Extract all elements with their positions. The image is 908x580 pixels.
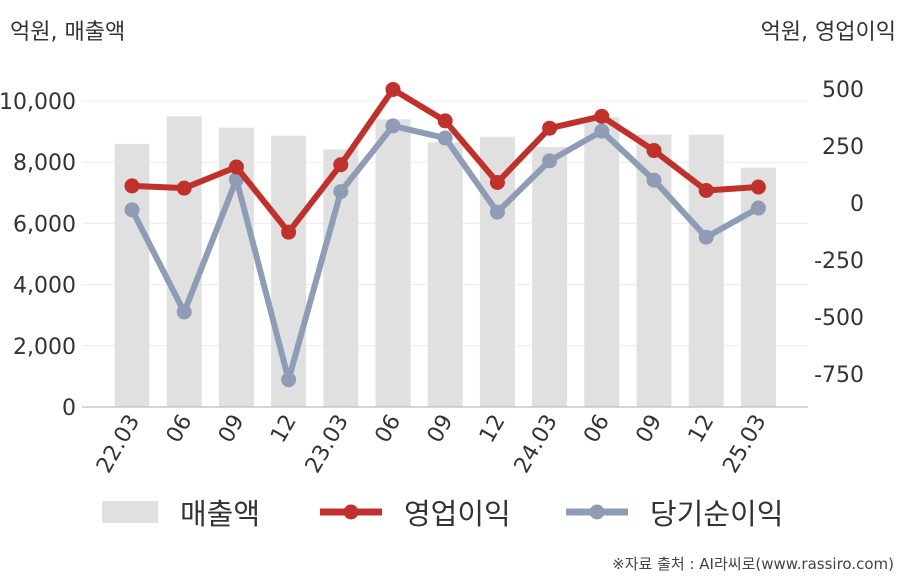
x-tick-label-12: 25.03	[718, 411, 771, 478]
x-tick-label-7: 12	[475, 411, 511, 448]
left-tick-label-2: 4,000	[13, 274, 76, 299]
right-tick-label-4: -500	[814, 306, 864, 331]
left-tick-label-5: 10,000	[0, 90, 76, 115]
point-operating-profit-10	[646, 143, 662, 159]
point-net-income-5	[385, 118, 401, 134]
x-tick-label-9: 06	[579, 411, 615, 448]
left-tick-label-4: 8,000	[13, 151, 76, 176]
point-net-income-7	[489, 204, 505, 220]
point-net-income-6	[437, 130, 453, 146]
point-net-income-0	[124, 202, 140, 218]
right-tick-label-0: 500	[822, 78, 864, 103]
bar-sales-5	[375, 119, 411, 408]
point-operating-profit-5	[385, 81, 401, 97]
point-net-income-9	[594, 123, 610, 139]
point-operating-profit-1	[176, 180, 192, 196]
right-tick-label-3: -250	[814, 249, 864, 274]
right-tick-label-5: -750	[814, 363, 864, 388]
bar-sales-6	[427, 142, 463, 407]
legend-swatch-sales-bar	[102, 501, 158, 523]
point-operating-profit-6	[437, 113, 453, 129]
x-tick-label-3: 12	[266, 411, 302, 448]
legend-item-operating-profit: 영업이익	[320, 492, 511, 532]
point-operating-profit-12	[750, 179, 766, 195]
bar-sales-9	[584, 117, 620, 407]
point-operating-profit-8	[542, 120, 558, 136]
x-tick-label-6: 09	[423, 411, 459, 448]
source-note: ※자료 출처 : AI라씨로(www.rassiro.com)	[612, 555, 894, 573]
x-tick-label-4: 23.03	[301, 411, 354, 478]
legend-swatch-net-income-line	[566, 504, 628, 520]
right-tick-label-2: 0	[850, 192, 864, 217]
legend-label-operating-profit: 영업이익	[404, 497, 511, 531]
point-operating-profit-11	[698, 182, 714, 198]
x-tick-label-8: 24.03	[510, 411, 563, 478]
point-net-income-11	[698, 229, 714, 245]
point-operating-profit-7	[489, 174, 505, 190]
legend-label-net-income: 당기순이익	[650, 497, 784, 531]
left-axis-title: 억원, 매출액	[10, 20, 126, 45]
legend-label-sales: 매출액	[180, 497, 261, 531]
point-net-income-3	[281, 372, 297, 388]
legend-swatch-operating-profit-line	[320, 504, 382, 520]
point-net-income-10	[646, 172, 662, 188]
point-net-income-4	[333, 184, 349, 200]
left-tick-label-1: 2,000	[13, 335, 76, 360]
legend-item-net-income: 당기순이익	[566, 492, 783, 532]
bar-sales-8	[532, 146, 568, 407]
bar-sales-11	[688, 134, 724, 407]
bar-sales-1	[166, 116, 202, 408]
x-tick-label-2: 09	[214, 411, 250, 448]
point-net-income-1	[176, 304, 192, 320]
point-net-income-12	[750, 200, 766, 216]
right-axis-title: 억원, 영업이익	[760, 20, 896, 45]
legend-item-sales: 매출액	[102, 492, 260, 532]
point-operating-profit-3	[281, 224, 297, 240]
x-tick-label-10: 09	[632, 411, 668, 448]
left-tick-label-0: 0	[62, 396, 76, 421]
point-operating-profit-9	[594, 108, 610, 124]
x-tick-label-1: 06	[162, 411, 198, 448]
point-net-income-8	[542, 153, 558, 169]
x-tick-label-0: 22.03	[92, 411, 145, 478]
left-tick-label-3: 6,000	[13, 212, 76, 237]
x-tick-label-5: 06	[371, 411, 407, 448]
point-operating-profit-4	[333, 157, 349, 173]
point-operating-profit-0	[124, 178, 140, 194]
bar-sales-3	[271, 135, 307, 407]
x-tick-label-11: 12	[684, 411, 720, 448]
point-operating-profit-2	[228, 159, 244, 175]
right-tick-label-1: 250	[822, 135, 864, 160]
